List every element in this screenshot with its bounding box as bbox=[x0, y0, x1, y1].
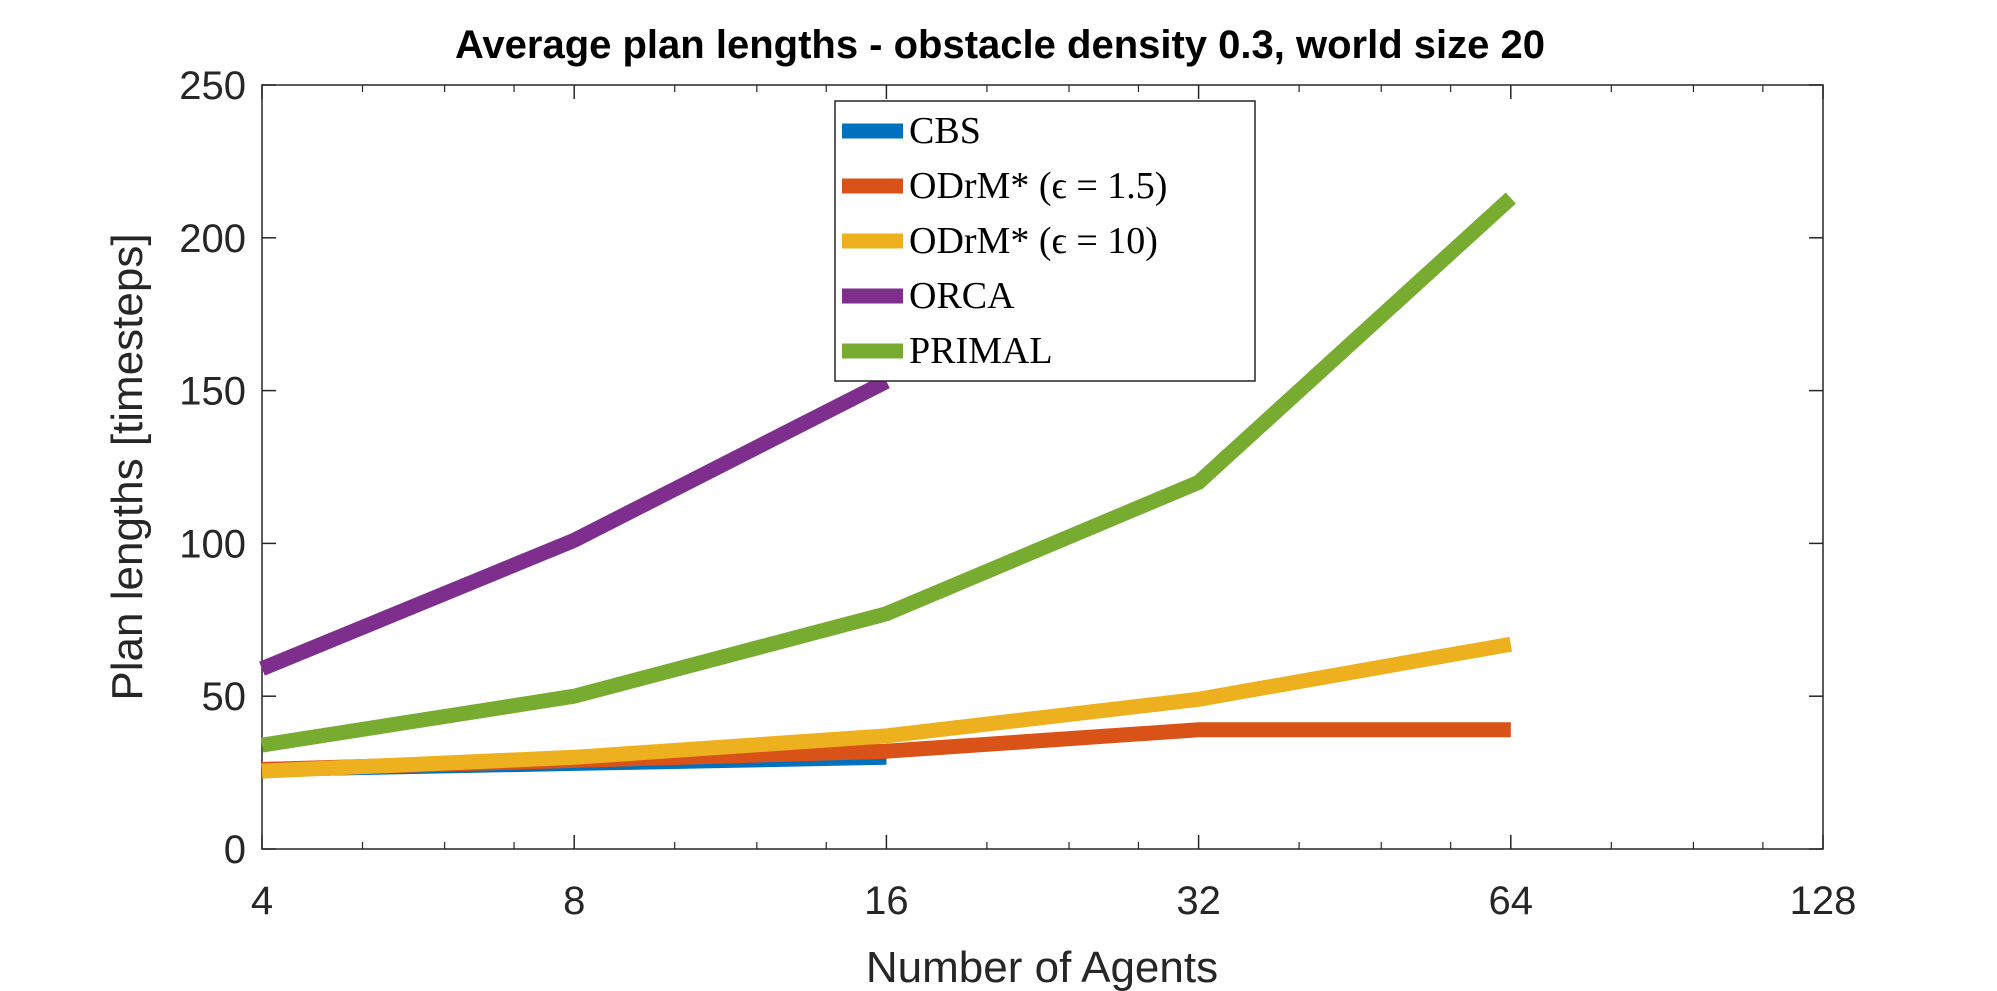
x-tick-label: 128 bbox=[1790, 879, 1857, 923]
y-tick-label: 50 bbox=[202, 675, 247, 719]
x-tick-label: 64 bbox=[1489, 879, 1534, 923]
x-tick-label: 16 bbox=[864, 879, 909, 923]
series-lines bbox=[259, 192, 1516, 779]
y-tick-label: 150 bbox=[179, 370, 246, 414]
y-tick-label: 200 bbox=[179, 217, 246, 261]
legend: CBS ODrM* (ϵ = 1.5) ODrM* (ϵ = 10) ORCA PRIM… bbox=[834, 100, 1256, 382]
series-line-3 bbox=[259, 374, 890, 676]
y-axis-label: Plan lengths [timesteps] bbox=[103, 233, 152, 700]
x-tick-label: 4 bbox=[251, 879, 273, 923]
chart-title: Average plan lengths - obstacle density … bbox=[455, 23, 1545, 67]
x-tick-label: 8 bbox=[563, 879, 585, 923]
x-tick-label: 32 bbox=[1176, 879, 1221, 923]
x-axis-label: Number of Agents bbox=[866, 943, 1218, 991]
y-tick-label: 250 bbox=[179, 64, 246, 108]
legend-entry-label: ODrM* (ϵ = 1.5) bbox=[909, 165, 1167, 207]
y-tick-label: 0 bbox=[224, 828, 246, 872]
axis-ticks: 4 8 16 32 64 128 0 50 100 150 200 250 bbox=[179, 64, 1856, 923]
y-tick-label: 100 bbox=[179, 522, 246, 566]
series-line-4 bbox=[260, 192, 1516, 753]
legend-entry-label: ORCA bbox=[909, 275, 1015, 317]
legend-box bbox=[834, 100, 1256, 382]
legend-entry-label: CBS bbox=[909, 110, 981, 152]
legend-entry-label: PRIMAL bbox=[909, 330, 1053, 372]
series-line-2 bbox=[261, 636, 1513, 779]
legend-entry-label: ODrM* (ϵ = 10) bbox=[909, 220, 1158, 262]
